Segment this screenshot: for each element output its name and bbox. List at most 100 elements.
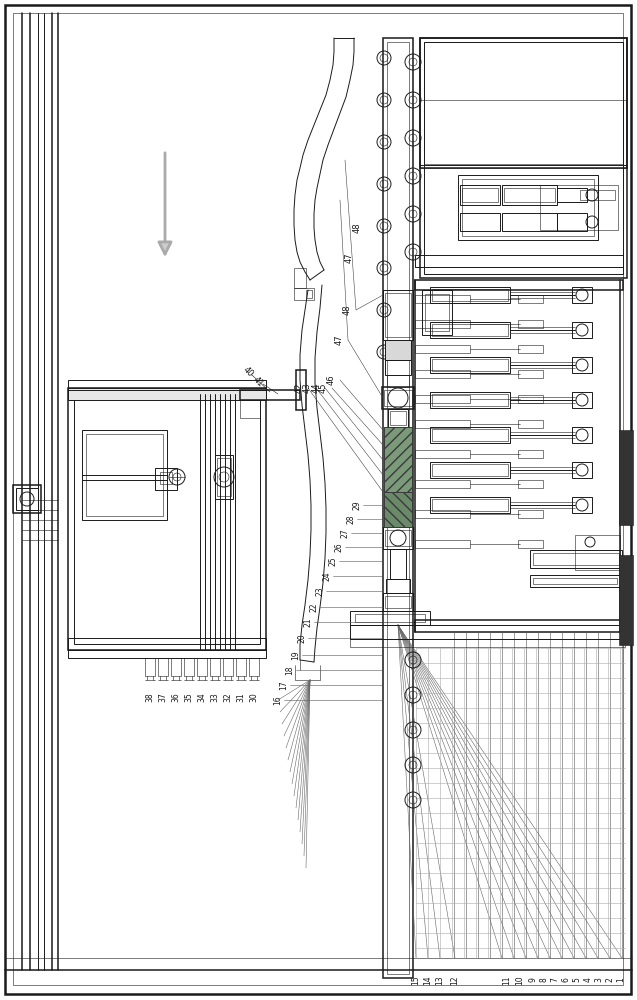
Text: 25: 25: [329, 556, 338, 566]
Bar: [388, 409, 408, 427]
Bar: [533, 578, 617, 584]
Text: 42: 42: [295, 383, 304, 393]
Bar: [572, 497, 592, 513]
Text: 46: 46: [327, 375, 336, 385]
Bar: [462, 188, 498, 202]
Bar: [504, 188, 555, 202]
Bar: [294, 268, 306, 288]
Bar: [68, 388, 266, 400]
Bar: [210, 658, 220, 676]
Bar: [387, 375, 409, 387]
Bar: [424, 42, 623, 164]
Text: 12: 12: [450, 975, 459, 985]
Bar: [430, 462, 510, 478]
Bar: [580, 190, 615, 200]
Bar: [86, 434, 163, 516]
Text: 28: 28: [347, 514, 355, 524]
Text: 33: 33: [210, 692, 220, 702]
Text: 10: 10: [515, 975, 524, 985]
Bar: [145, 658, 155, 676]
Bar: [518, 295, 543, 303]
Bar: [350, 611, 430, 625]
Text: 41: 41: [251, 375, 265, 389]
Text: 11: 11: [503, 975, 512, 985]
Text: 8: 8: [540, 978, 548, 982]
Text: 21: 21: [303, 617, 313, 627]
Bar: [415, 395, 470, 403]
Bar: [240, 390, 300, 400]
Text: 17: 17: [280, 680, 289, 690]
Text: 43: 43: [303, 383, 312, 393]
Bar: [572, 462, 592, 478]
Text: 38: 38: [145, 692, 155, 702]
Bar: [385, 293, 411, 337]
Text: 29: 29: [352, 500, 362, 510]
Bar: [68, 638, 266, 650]
Bar: [575, 535, 620, 570]
Bar: [420, 38, 627, 278]
Bar: [385, 340, 411, 360]
Text: 20: 20: [297, 633, 306, 643]
Text: 47: 47: [345, 253, 354, 263]
Bar: [557, 213, 587, 231]
Bar: [432, 429, 508, 441]
Text: 47: 47: [335, 335, 344, 345]
Bar: [240, 400, 260, 418]
Text: 6: 6: [561, 978, 571, 982]
Bar: [518, 540, 543, 548]
Bar: [430, 357, 510, 373]
Text: 19: 19: [292, 650, 301, 660]
Text: 31: 31: [236, 692, 245, 702]
Text: 13: 13: [436, 975, 445, 985]
Bar: [518, 480, 543, 488]
Bar: [223, 658, 233, 676]
Text: 23: 23: [315, 586, 324, 596]
Bar: [82, 430, 167, 520]
Bar: [502, 213, 557, 231]
Bar: [415, 255, 623, 267]
Bar: [518, 320, 543, 328]
Bar: [530, 575, 620, 587]
Text: 45: 45: [319, 383, 328, 393]
Text: 40: 40: [241, 365, 255, 379]
Bar: [432, 289, 508, 301]
Bar: [502, 185, 557, 205]
Text: 1: 1: [617, 978, 626, 982]
Bar: [13, 485, 41, 513]
Bar: [540, 185, 618, 230]
Text: 26: 26: [334, 542, 343, 552]
Bar: [422, 290, 452, 335]
Text: 15: 15: [412, 975, 420, 985]
Bar: [171, 658, 181, 676]
Bar: [518, 510, 543, 518]
Bar: [430, 287, 510, 303]
Bar: [432, 394, 508, 406]
Bar: [430, 427, 510, 443]
Text: 16: 16: [273, 695, 282, 705]
Text: 44: 44: [312, 383, 321, 393]
Text: 24: 24: [322, 571, 331, 581]
Bar: [415, 510, 470, 518]
Text: 2: 2: [606, 978, 615, 982]
Text: 35: 35: [185, 692, 194, 702]
Bar: [572, 357, 592, 373]
Bar: [385, 530, 411, 546]
Bar: [68, 380, 266, 390]
Bar: [572, 322, 592, 338]
Bar: [215, 455, 233, 499]
Bar: [462, 179, 594, 236]
Bar: [557, 188, 587, 202]
Bar: [217, 458, 231, 496]
Bar: [415, 295, 470, 303]
Bar: [386, 579, 410, 593]
Bar: [415, 620, 623, 632]
Bar: [184, 658, 194, 676]
Bar: [350, 625, 625, 639]
Text: 18: 18: [285, 665, 294, 675]
Text: 3: 3: [594, 978, 603, 982]
Bar: [384, 427, 412, 492]
Bar: [383, 593, 413, 611]
Bar: [385, 596, 411, 608]
Bar: [572, 287, 592, 303]
Bar: [350, 639, 625, 647]
